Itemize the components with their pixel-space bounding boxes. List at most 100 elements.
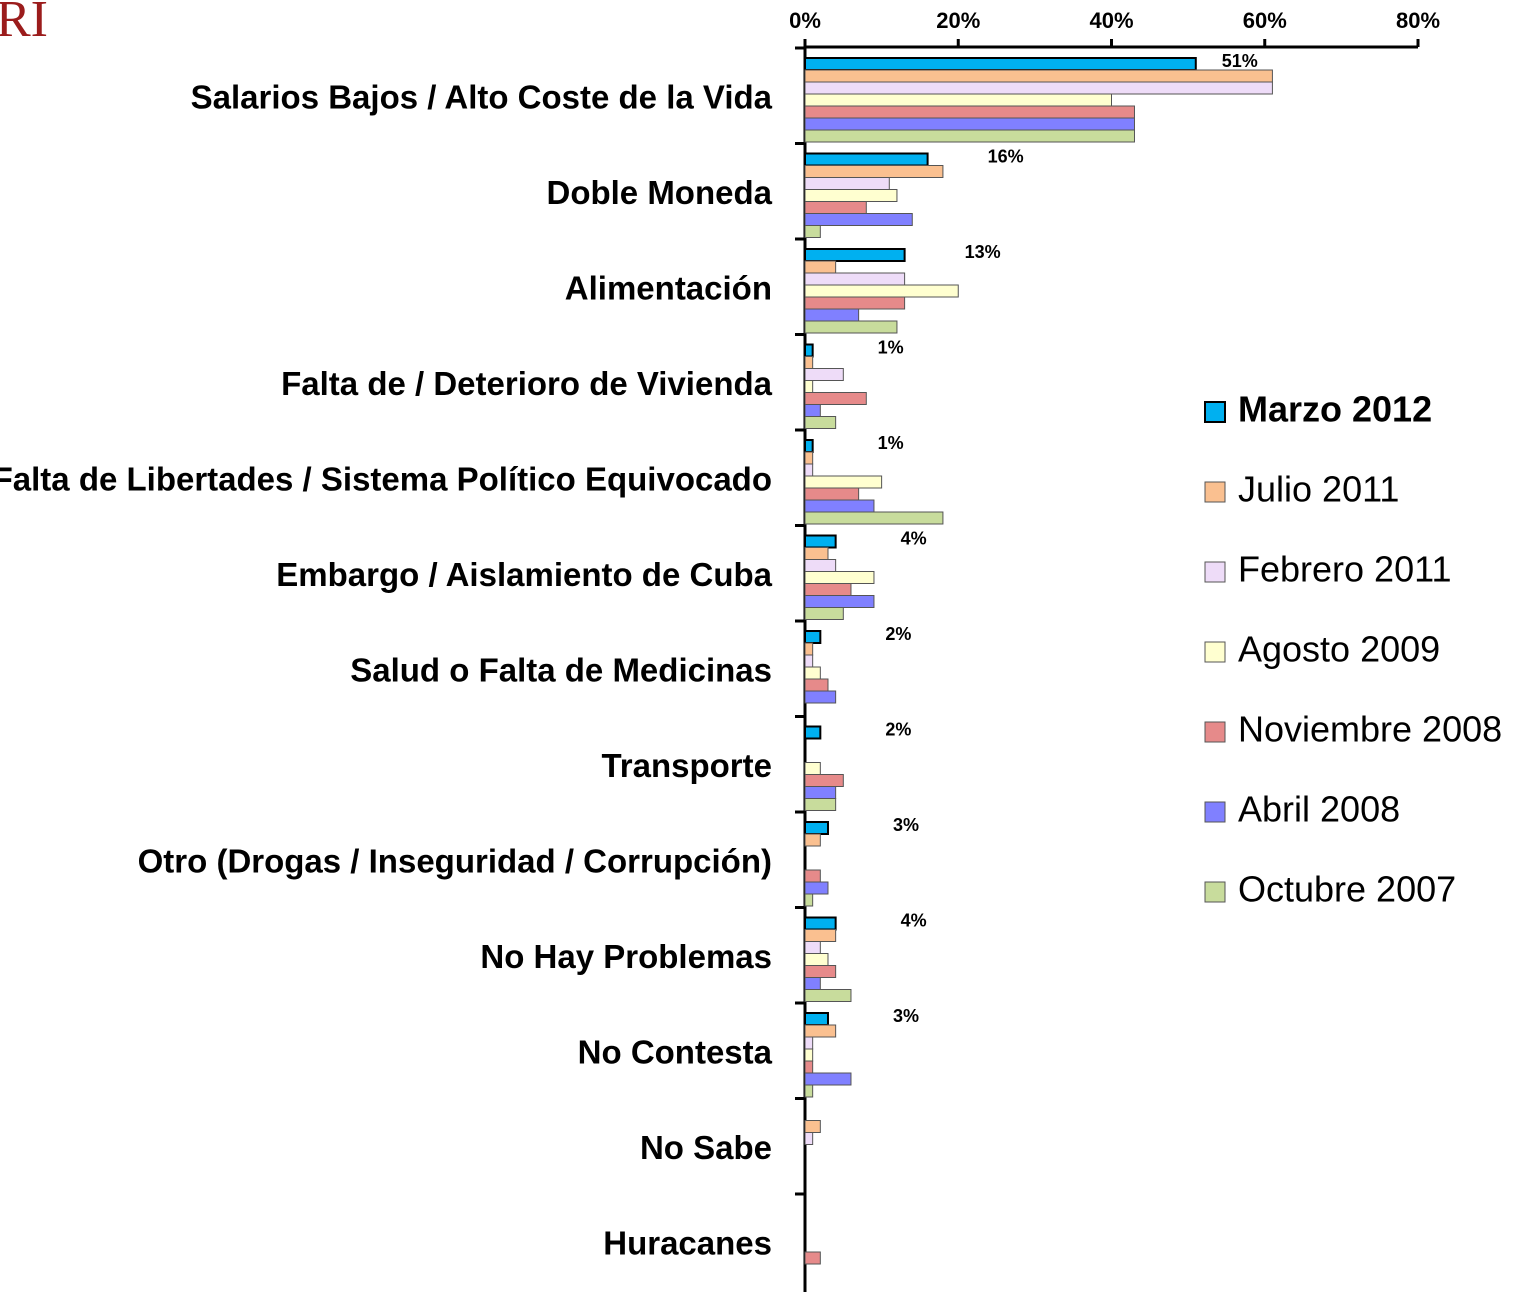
bar [804, 547, 829, 560]
data-label: 1% [878, 337, 904, 357]
bar [804, 105, 1135, 119]
bar [804, 368, 844, 381]
y-tick-label: Embargo / Aislamiento de Cuba [276, 556, 772, 593]
y-tick-label: Falta de Libertades / Sistema Político E… [0, 460, 772, 497]
bar [804, 260, 837, 274]
legend-swatch [1204, 801, 1226, 823]
bar [804, 165, 944, 178]
y-tick-label: No Sabe [640, 1129, 772, 1166]
bar [804, 1072, 852, 1086]
legend-label: Agosto 2009 [1238, 629, 1440, 670]
bar [804, 869, 821, 883]
bar [804, 439, 814, 453]
bar [804, 989, 852, 1002]
y-tick-label: Salud o Falta de Medicinas [350, 651, 772, 688]
bar [804, 201, 867, 214]
bar [804, 1024, 837, 1038]
bar [804, 404, 821, 417]
legend-label: Noviembre 2008 [1238, 709, 1502, 750]
data-label: 1% [878, 433, 904, 453]
bar [804, 117, 1135, 131]
bar [804, 57, 1197, 71]
legend-label: Octubre 2007 [1238, 869, 1456, 910]
x-tick-label: 80% [1396, 8, 1440, 33]
bar [804, 511, 944, 525]
bar [804, 343, 814, 358]
y-tick-label: Alimentación [565, 269, 772, 306]
bar [804, 642, 814, 656]
legend-label: Febrero 2011 [1238, 549, 1451, 590]
bar [804, 893, 814, 907]
bar [804, 595, 875, 608]
legend-swatch [1204, 881, 1226, 903]
legend-swatch [1204, 721, 1226, 743]
bar [804, 881, 829, 895]
data-label: 3% [893, 1006, 919, 1026]
bar [804, 81, 1273, 95]
bar [804, 213, 913, 226]
bar [804, 607, 844, 620]
bar [804, 690, 837, 704]
bar [804, 225, 821, 238]
bar [804, 953, 829, 966]
y-tick-label: Salarios Bajos / Alto Coste de la Vida [191, 78, 773, 115]
legend-swatch [1204, 481, 1226, 503]
bar [804, 571, 875, 584]
bar [804, 534, 837, 549]
bar [804, 308, 860, 322]
data-label: 51% [1222, 51, 1258, 71]
legend-label: Julio 2011 [1238, 469, 1399, 510]
bar [804, 248, 906, 262]
bar [804, 821, 829, 835]
bar [804, 678, 829, 692]
bar [804, 451, 814, 465]
data-label: 13% [965, 242, 1001, 262]
bar [804, 583, 852, 596]
legend-swatch [1204, 641, 1226, 663]
bar [804, 941, 821, 954]
bar [804, 475, 883, 489]
bar [804, 798, 837, 811]
bar [804, 666, 821, 680]
bar [804, 1132, 814, 1145]
bar [804, 1012, 829, 1026]
bar [804, 93, 1112, 107]
x-tick-label: 40% [1089, 8, 1133, 33]
y-tick-label: No Hay Problemas [480, 938, 772, 975]
bar [804, 774, 844, 787]
bar [804, 129, 1135, 143]
data-label: 4% [901, 910, 927, 930]
bar [804, 416, 837, 429]
x-tick-label: 20% [936, 8, 980, 33]
bar [804, 463, 814, 477]
bar [804, 487, 860, 501]
bar [804, 1060, 814, 1074]
bar [804, 916, 837, 931]
bar [804, 272, 906, 286]
data-label: 3% [893, 815, 919, 835]
bar [804, 189, 898, 202]
bar [804, 786, 837, 799]
bar [804, 965, 837, 978]
data-label: 16% [988, 146, 1024, 166]
legend-swatch [1204, 401, 1226, 423]
logo: RI [0, 0, 48, 48]
y-tick-label: No Contesta [578, 1033, 773, 1070]
bar [804, 392, 867, 405]
bar [804, 177, 890, 190]
bar [804, 152, 929, 167]
data-label: 2% [885, 719, 911, 739]
legend-swatch [1204, 561, 1226, 583]
bar [804, 320, 898, 334]
y-tick-label: Otro (Drogas / Inseguridad / Corrupción) [138, 842, 772, 879]
data-label: 4% [901, 528, 927, 548]
y-tick-label: Transporte [601, 747, 772, 784]
data-label: 2% [885, 624, 911, 644]
bar [804, 1120, 821, 1133]
y-tick-label: Doble Moneda [546, 174, 772, 211]
bar [804, 762, 821, 775]
bar [804, 1048, 814, 1062]
bar [804, 725, 822, 740]
legend-label: Marzo 2012 [1238, 389, 1432, 430]
